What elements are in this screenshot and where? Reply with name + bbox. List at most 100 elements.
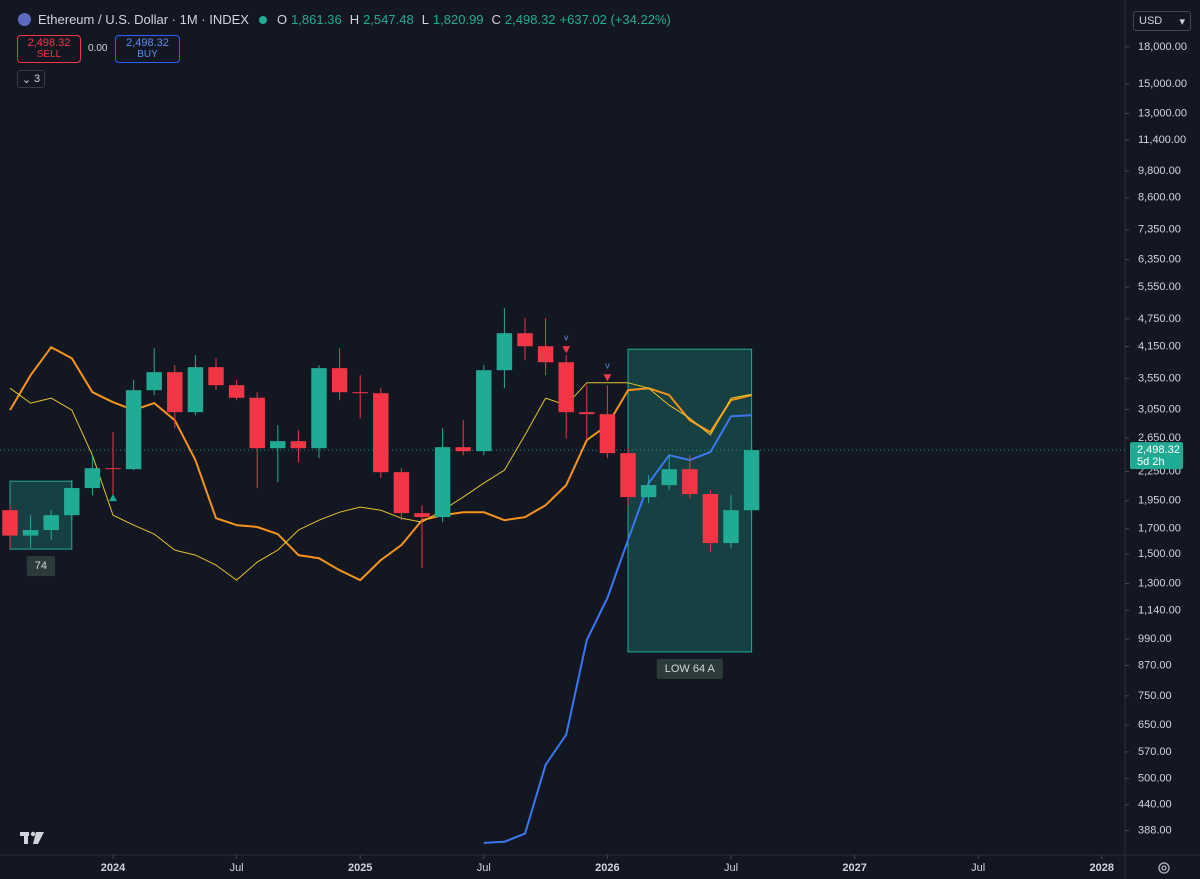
y-tick-label: 1,500.00 [1138,548,1181,560]
x-tick-label: 2025 [348,862,372,874]
zone-label: LOW 64 A [656,658,723,679]
candle-body [311,368,327,449]
y-tick-label: 870.00 [1138,659,1172,671]
x-tick-label: Jul [724,862,738,874]
y-tick-label: 4,750.00 [1138,313,1181,325]
candle-body [167,372,183,413]
x-tick-label: Jul [477,862,491,874]
signal-marker [109,494,117,502]
x-tick-label: Jul [971,862,985,874]
candle-body [84,468,101,489]
symbol-header: Ethereum / U.S. Dollar · 1M · INDEX O 1,8… [18,12,671,27]
candle-body [434,447,451,518]
buy-label: BUY [137,49,158,60]
candle-body [640,485,657,498]
symbol-logo [18,13,31,26]
candle-body [290,441,307,449]
market-status [258,15,267,24]
candle-body [579,412,595,415]
candle-body [352,392,368,394]
candle-body [537,346,554,363]
ohlc-label: H [349,12,360,27]
y-tick-label: 1,700.00 [1138,523,1181,535]
y-tick-label: 3,050.00 [1138,403,1181,415]
ohlc-label: O [276,12,288,27]
candle-body [125,390,142,470]
signal-marker [603,374,612,382]
y-tick-label: 11,400.00 [1138,134,1186,146]
signal-label: v [605,361,610,371]
candle-body [393,472,410,514]
y-tick-label: 13,000.00 [1138,107,1187,119]
candle-body [43,515,59,531]
y-tick-label: 750.00 [1138,690,1172,702]
candle-body [249,397,265,449]
symbol-name[interactable]: Ethereum / U.S. Dollar · 1M · INDEX [38,12,249,27]
y-tick-label: 18,000.00 [1138,41,1187,53]
indicator-line [9,382,752,581]
zone-label-box [656,658,723,679]
ohlc-value: 1,861.36 [291,12,342,27]
candle-body [723,510,739,544]
x-tick-label: Jul [230,862,244,874]
sell-button[interactable]: 2,498.32 SELL [17,35,81,63]
candle-body [146,372,162,391]
spread: 0.00 [88,43,108,54]
signal-marker [562,346,571,354]
indicator-line [483,414,752,844]
y-tick-label: 15,000.00 [1138,78,1187,90]
ohlc-value: 2,498.32 [504,12,556,27]
chevron: ▾ [1179,15,1185,28]
indicator-count: 3 [34,73,41,85]
y-tick-label: 440.00 [1138,799,1172,811]
candle-body [228,385,245,398]
y-tick-label: 570.00 [1138,746,1172,758]
candle-body [208,367,224,386]
last-price-label: 2,498.32 [1137,444,1180,456]
candle-body [64,488,80,516]
candle-body [558,362,574,413]
ohlc-label: L [421,12,429,27]
buy-price: 2,498.32 [126,37,169,49]
zone-label-text: LOW 64 A [665,663,716,675]
x-tick-label: 2026 [595,862,619,874]
candle-body [620,453,636,498]
plot-area: 74 LOW 64 A v v [0,308,1125,844]
candle-body [373,393,389,473]
y-tick-label: 500.00 [1138,773,1172,785]
y-tick-label: 7,350.00 [1138,224,1181,236]
candle-body [270,441,286,449]
buy-button[interactable]: 2,498.32 BUY [115,35,180,63]
signal-label: v [564,333,569,343]
sell-price: 2,498.32 [27,37,71,49]
chevron: ⌄ [21,73,32,86]
indicators-toggle[interactable]: ⌄ 3 [17,70,45,88]
currency-dropdown[interactable]: USD ▾ [1133,11,1191,31]
candle-body [682,469,698,495]
candle-body [599,414,616,454]
candle-body [455,447,471,452]
zone [9,480,73,550]
y-tick-label: 1,140.00 [1138,604,1181,616]
zone-label-box [26,556,56,577]
settings-gear[interactable] [1158,862,1170,874]
sell-label: SELL [36,49,62,60]
candle-body [743,450,760,511]
y-tick-label: 5,550.00 [1138,281,1181,293]
candle-body [476,370,492,452]
zone-label: 74 [26,556,56,577]
zone-label-text: 74 [35,560,47,572]
candle-body [517,333,533,347]
y-tick-label: 9,800.00 [1138,165,1181,177]
candle-body [105,468,121,470]
y-tick-label: 1,300.00 [1138,577,1181,589]
y-tick-label: 1,950.00 [1138,495,1181,507]
y-tick-label: 3,550.00 [1138,372,1181,384]
zone [627,348,753,653]
x-tick-label: 2027 [842,862,866,874]
candle-body [414,513,430,518]
candle-body [702,494,719,544]
axes: 18,000.00 15,000.00 13,000.00 11,400.00 9,80… [101,41,1187,874]
